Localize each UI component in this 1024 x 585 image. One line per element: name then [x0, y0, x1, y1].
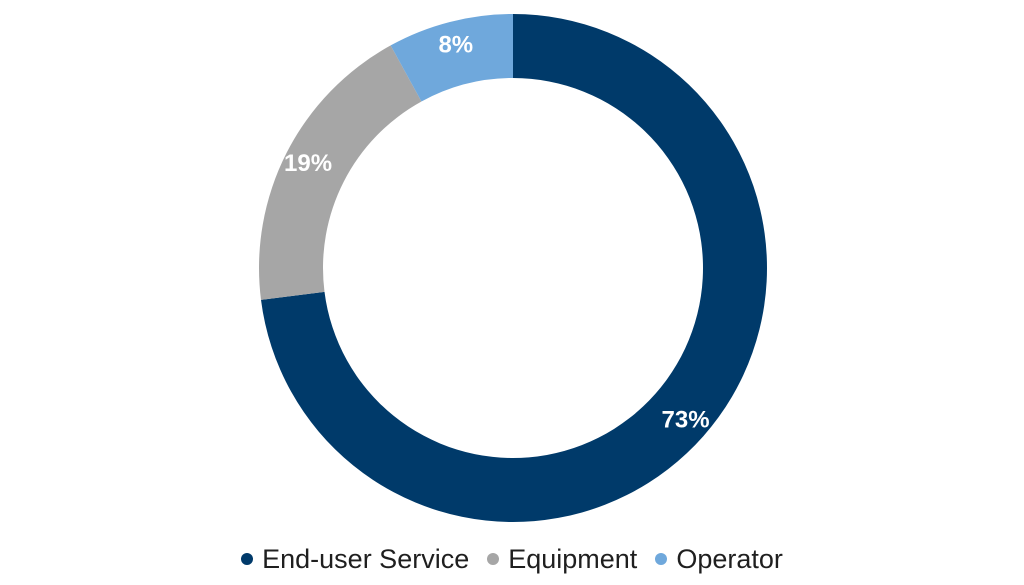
legend-label-equipment: Equipment: [508, 543, 638, 574]
donut-label-operator: 8%: [438, 32, 473, 59]
donut-label-end-user-service: 73%: [662, 407, 710, 434]
donut-label-equipment: 19%: [284, 150, 332, 177]
chart-legend: End-user Service Equipment Operator: [0, 540, 1024, 578]
donut-slice-labels: 73% 19% 8%: [284, 32, 710, 434]
legend-label-operator: Operator: [676, 543, 783, 574]
donut-slice-equipment: [259, 45, 422, 300]
legend-item-operator: Operator: [655, 544, 783, 575]
legend-label-end-user-service: End-user Service: [262, 543, 470, 574]
donut-slices: [259, 14, 768, 522]
donut-slice-operator: [390, 14, 513, 102]
legend-item-equipment: Equipment: [487, 544, 637, 575]
legend-item-end-user-service: End-user Service: [241, 544, 469, 575]
legend-swatch-end-user-service: [241, 553, 254, 565]
legend-swatch-operator: [655, 553, 668, 565]
legend-swatch-equipment: [487, 553, 500, 565]
